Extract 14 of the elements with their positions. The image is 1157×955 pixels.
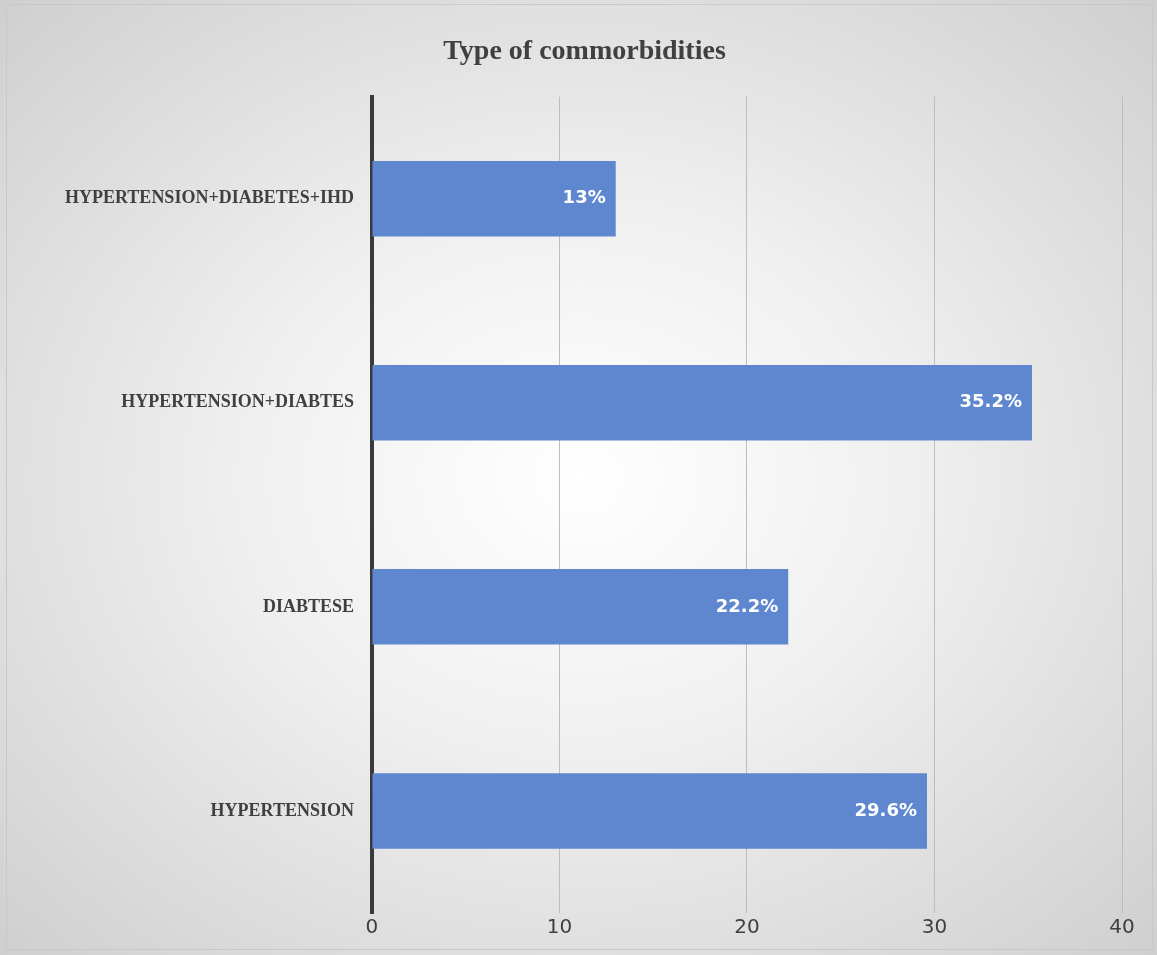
- y-tick-label: HYPERTENSION: [210, 799, 354, 820]
- data-label: 35.2%: [959, 390, 1022, 412]
- y-tick-label: HYPERTENSION+DIABETES+IHD: [65, 187, 354, 208]
- y-tick-label: HYPERTENSION+DIABTES: [121, 391, 354, 412]
- x-tick-label: 40: [1109, 914, 1135, 939]
- x-tick-label: 20: [734, 914, 760, 939]
- data-label: 22.2%: [715, 594, 779, 616]
- y-tick-label: DIABTESE: [262, 595, 354, 616]
- x-tick-label: 0: [365, 914, 379, 939]
- x-tick-label: 30: [921, 914, 948, 939]
- data-label: 29.6%: [854, 798, 917, 820]
- x-tick-label: 10: [546, 914, 573, 939]
- chart-title: Type of commorbidities: [443, 34, 726, 66]
- data-label: 13%: [562, 186, 606, 208]
